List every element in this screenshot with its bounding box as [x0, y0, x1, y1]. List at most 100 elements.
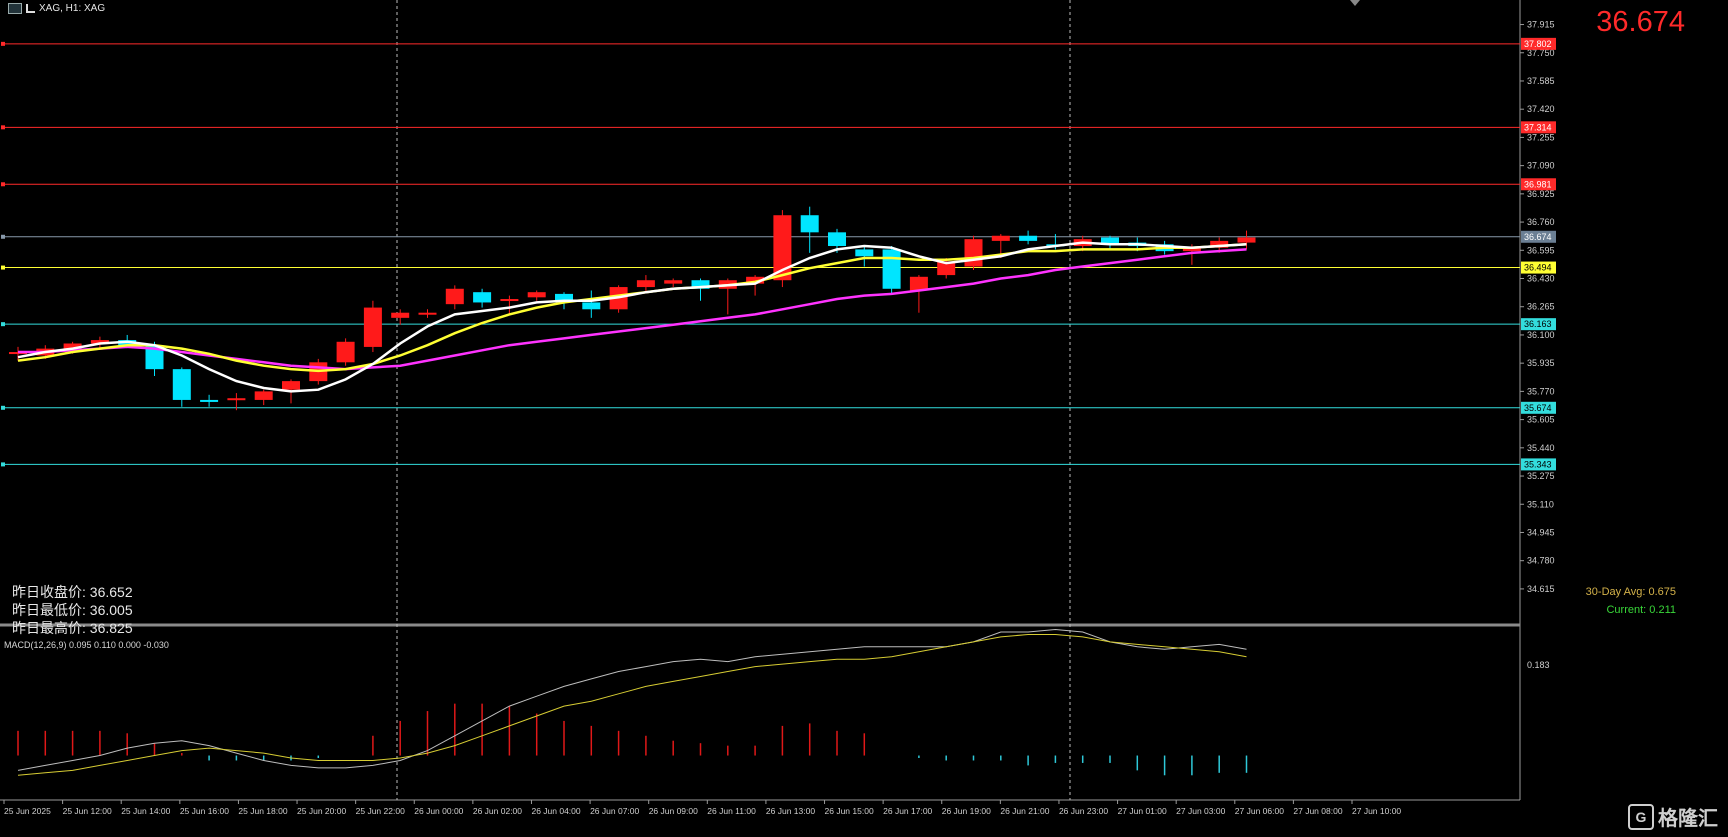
candle-body-36 — [991, 235, 1010, 241]
y-tick-label-12: 35.935 — [1527, 358, 1555, 368]
candle-body-21 — [582, 302, 601, 310]
level-tag-bg-7 — [1521, 458, 1556, 471]
x-tick-label-10: 26 Jun 07:00 — [590, 806, 639, 816]
x-tick-label-13: 26 Jun 13:00 — [766, 806, 815, 816]
level-handle-2 — [1, 182, 5, 187]
candle-body-10 — [282, 381, 300, 390]
candle-body-3 — [90, 340, 109, 344]
x-tick-label-12: 26 Jun 11:00 — [707, 806, 756, 816]
level-tag-5: 36.163 — [1524, 319, 1552, 329]
x-tick-label-20: 27 Jun 03:00 — [1176, 806, 1225, 816]
x-tick-label-0: 25 Jun 2025 — [4, 806, 51, 816]
candle-body-14 — [391, 312, 410, 318]
x-tick-label-1: 25 Jun 12:00 — [63, 806, 112, 816]
chart-type-icon — [26, 4, 35, 13]
candle-body-13 — [363, 307, 382, 347]
x-tick-label-22: 27 Jun 08:00 — [1293, 806, 1342, 816]
candle-body-30 — [828, 232, 846, 247]
watermark-logo-icon: G — [1628, 803, 1654, 830]
ma-fast-line — [17, 241, 1247, 393]
candle-body-6 — [172, 369, 191, 400]
candle-body-34 — [937, 261, 956, 276]
candle-body-19 — [527, 292, 546, 298]
candle-body-15 — [418, 312, 437, 315]
level-tag-6: 35.674 — [1524, 403, 1552, 413]
x-tick-label-21: 27 Jun 06:00 — [1235, 806, 1284, 816]
candle-body-35 — [964, 239, 983, 267]
level-handle-0 — [1, 41, 5, 46]
x-tick-label-6: 25 Jun 22:00 — [356, 806, 405, 816]
level-tag-1: 37.314 — [1524, 122, 1552, 132]
window-title: XAG, H1: XAG — [39, 3, 106, 14]
y-tick-label-20: 34.615 — [1527, 584, 1555, 594]
level-handle-4 — [1, 265, 5, 270]
candle-body-24 — [664, 280, 683, 284]
y-tick-label-6: 36.925 — [1527, 189, 1555, 199]
level-tag-bg-3 — [1521, 230, 1556, 243]
watermark-text: 格隆汇 — [1658, 808, 1718, 830]
candle-body-12 — [336, 341, 355, 363]
x-tick-label-16: 26 Jun 19:00 — [942, 806, 991, 816]
x-tick-label-14: 26 Jun 15:00 — [825, 806, 874, 816]
level-handle-7 — [1, 462, 5, 467]
candle-body-33 — [909, 276, 928, 291]
level-tag-bg-1 — [1521, 121, 1556, 134]
level-tag-bg-5 — [1521, 318, 1556, 331]
avg-stat-label: 30-Day Avg — [1585, 586, 1643, 598]
level-handle-3 — [1, 234, 5, 239]
candle-body-16 — [445, 288, 464, 305]
y-tick-label-4: 37.255 — [1527, 132, 1555, 142]
y-tick-label-10: 36.265 — [1527, 302, 1555, 312]
level-tag-2: 36.981 — [1524, 179, 1552, 189]
y-tick-label-19: 34.780 — [1527, 556, 1555, 566]
y-tick-label-7: 36.760 — [1527, 217, 1555, 227]
y-tick-label-17: 35.110 — [1527, 499, 1554, 509]
y-tick-label-0: 37.915 — [1527, 20, 1555, 30]
yesterday-low-label: 昨日最低价 — [12, 602, 82, 618]
yesterday-high: 昨日最高价: 36.825 — [12, 620, 133, 636]
ma-mid-line — [17, 243, 1247, 373]
yesterday-high-label: 昨日最高价 — [12, 620, 82, 636]
x-tick-label-18: 26 Jun 23:00 — [1059, 806, 1108, 816]
y-tick-label-14: 35.605 — [1527, 415, 1555, 425]
x-tick-label-9: 26 Jun 04:00 — [531, 806, 580, 816]
y-tick-label-5: 37.090 — [1527, 161, 1555, 171]
candle-body-27 — [746, 276, 765, 284]
x-tick-label-3: 25 Jun 16:00 — [180, 806, 229, 816]
macd-line — [17, 628, 1247, 771]
avg-stat: 30-Day Avg: 0.675 — [1585, 586, 1676, 598]
current-price-display: 36.674 — [1596, 6, 1685, 38]
y-tick-label-18: 34.945 — [1527, 527, 1555, 537]
candle-body-37 — [1019, 235, 1038, 241]
candle-body-45 — [1237, 237, 1256, 243]
x-tick-label-2: 25 Jun 14:00 — [121, 806, 170, 816]
y-tick-label-9: 36.430 — [1527, 274, 1555, 284]
yesterday-close-label: 昨日收盘价 — [12, 584, 82, 600]
candle-body-31 — [855, 249, 874, 257]
level-handle-5 — [1, 322, 5, 327]
window-icon — [8, 3, 22, 14]
x-tick-label-11: 26 Jun 09:00 — [649, 806, 698, 816]
candle-body-44 — [1210, 240, 1229, 248]
x-tick-label-4: 25 Jun 18:00 — [238, 806, 287, 816]
x-tick-label-8: 26 Jun 02:00 — [473, 806, 522, 816]
yesterday-close: 昨日收盘价: 36.652 — [12, 584, 133, 600]
x-tick-label-5: 25 Jun 20:00 — [297, 806, 346, 816]
y-tick-label-13: 35.770 — [1527, 386, 1555, 396]
candle-body-29 — [800, 215, 819, 233]
candle-body-25 — [691, 280, 710, 289]
x-tick-label-15: 26 Jun 17:00 — [883, 806, 932, 816]
yesterday-high-value: 36.825 — [89, 620, 133, 636]
candle-body-8 — [227, 398, 246, 401]
y-tick-label-3: 37.420 — [1527, 104, 1555, 114]
level-tag-0: 37.802 — [1524, 39, 1552, 49]
level-tag-bg-4 — [1521, 261, 1556, 274]
candle-body-5 — [145, 345, 164, 370]
y-tick-label-16: 35.275 — [1527, 471, 1555, 481]
avg-stat-value: 0.675 — [1648, 586, 1676, 598]
macd-label: MACD(12,26,9) 0.095 0.110 0.000 -0.030 — [4, 640, 169, 650]
y-tick-label-2: 37.585 — [1527, 76, 1555, 86]
candle-body-28 — [773, 215, 792, 281]
candle-body-7 — [200, 399, 219, 402]
y-tick-label-1: 37.750 — [1527, 48, 1555, 58]
